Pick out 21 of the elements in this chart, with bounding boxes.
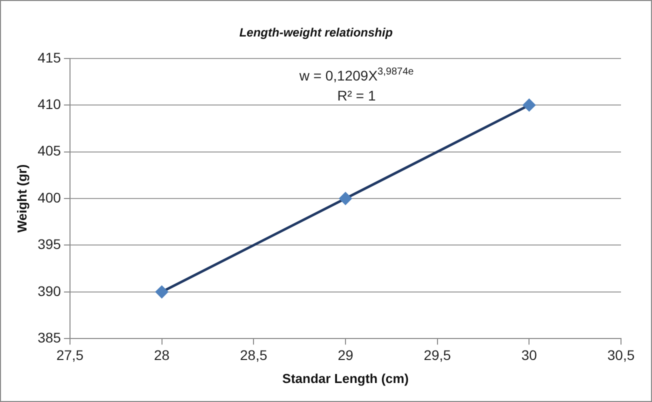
x-axis-title: Standar Length (cm) [282,370,409,386]
y-tick-label: 410 [38,96,62,112]
x-tick-label: 30 [521,346,538,363]
y-axis-title: Weight (gr) [14,164,30,233]
point [522,98,536,112]
x-tick-label: 28,5 [240,346,268,363]
x-tick-label: 29,5 [424,346,452,363]
x-tick-label: 28 [154,346,170,363]
chart-title: Length-weight relationship [239,26,393,40]
x-tick-label: 27,5 [56,346,84,363]
x-tick-label: 29 [338,346,354,363]
y-tick-label: 395 [38,236,62,252]
point [155,285,168,298]
y-tick-label: 405 [38,142,62,159]
y-tick-label: 400 [38,189,62,206]
annotation: R² = 1 [337,87,376,104]
point [338,192,352,205]
y-tick-label: 385 [38,329,62,346]
x-tick-label: 30,5 [607,346,635,363]
y-tick-label: 415 [38,49,62,66]
y-tick-label: 390 [38,282,62,299]
